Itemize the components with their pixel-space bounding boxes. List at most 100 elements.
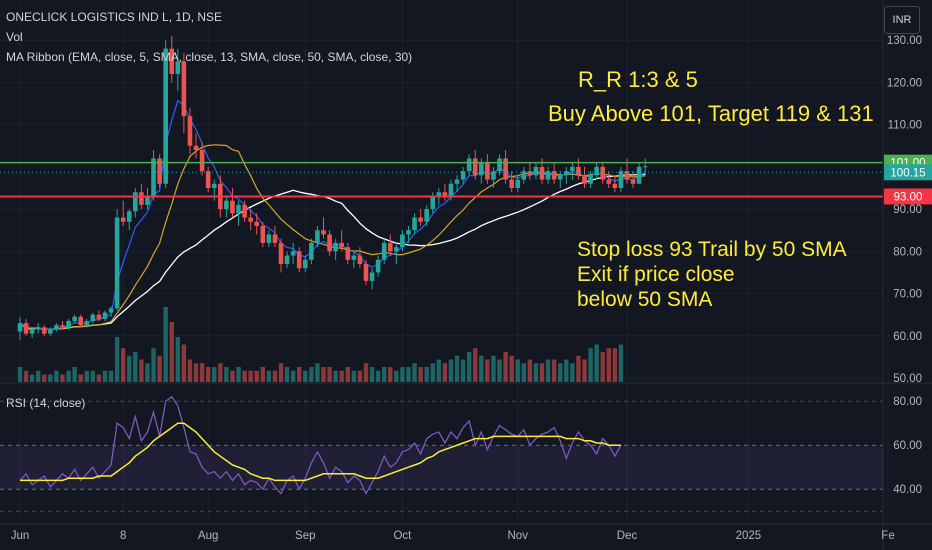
candle-body bbox=[120, 217, 126, 222]
volume-bar bbox=[618, 344, 624, 382]
candle-body bbox=[606, 179, 612, 184]
candle-body bbox=[400, 234, 405, 248]
volume-bar bbox=[612, 348, 618, 382]
volume-bar bbox=[260, 367, 265, 382]
candle-body bbox=[175, 61, 181, 74]
candle-body bbox=[357, 255, 363, 264]
candle-body bbox=[630, 179, 636, 184]
candle-body bbox=[466, 158, 472, 172]
candle-body bbox=[594, 166, 599, 176]
candle-body bbox=[600, 166, 606, 180]
vol-legend[interactable]: Vol bbox=[6, 30, 23, 44]
volume-bar bbox=[199, 363, 205, 382]
candle-body bbox=[454, 179, 460, 184]
x-tick-label: Jun bbox=[11, 530, 30, 542]
rr-annotation: R_R 1:3 & 5 bbox=[578, 67, 698, 92]
candle-body bbox=[588, 175, 593, 184]
candle-body bbox=[369, 272, 375, 281]
volume-bar bbox=[36, 370, 41, 382]
candle-body bbox=[151, 158, 156, 197]
candle-body bbox=[339, 242, 345, 248]
volume-bar bbox=[181, 344, 187, 382]
rsi-legend[interactable]: RSI (14, close) bbox=[6, 396, 86, 410]
symbol-title[interactable]: ONECLICK LOGISTICS IND L, 1D, NSE bbox=[6, 10, 223, 24]
candle-body bbox=[442, 192, 448, 197]
volume-bar bbox=[448, 359, 454, 382]
rsi-ma-line bbox=[20, 422, 621, 482]
x-tick-label: Fe bbox=[881, 530, 894, 542]
candle-body bbox=[224, 200, 229, 210]
volume-bar bbox=[606, 348, 611, 382]
volume-bar bbox=[369, 367, 375, 382]
candle-body bbox=[612, 183, 618, 188]
rsi-band-lines bbox=[0, 400, 883, 512]
volume-bar bbox=[242, 370, 247, 382]
candle-body bbox=[381, 242, 387, 260]
volume-bar bbox=[230, 370, 235, 382]
candle-body bbox=[321, 230, 326, 235]
candle-body bbox=[309, 242, 314, 260]
y-tick-label: 110.00 bbox=[888, 120, 922, 132]
rsi-tick-label: 60.00 bbox=[893, 440, 922, 452]
volume-bar bbox=[205, 367, 211, 382]
volume-bar bbox=[193, 363, 199, 382]
volume-bar bbox=[297, 367, 302, 382]
candle-body bbox=[23, 323, 29, 334]
y-tick-label: 60.00 bbox=[893, 331, 922, 343]
candle-body bbox=[315, 230, 320, 243]
candle-body bbox=[557, 175, 563, 180]
candle-body bbox=[102, 312, 108, 319]
volume-bar bbox=[406, 367, 411, 382]
volume-bar bbox=[139, 359, 144, 382]
volume-bar bbox=[400, 367, 405, 382]
candle-body bbox=[139, 192, 144, 205]
candle-body bbox=[108, 308, 114, 313]
candle-body bbox=[582, 175, 587, 184]
volume-bar bbox=[551, 359, 557, 382]
volume-bar bbox=[290, 370, 296, 382]
volume-bar bbox=[133, 352, 138, 382]
volume-bar bbox=[527, 359, 533, 382]
candle-body bbox=[242, 204, 247, 218]
candle-body bbox=[333, 242, 338, 252]
candle-body bbox=[412, 217, 417, 231]
x-tick-label: Nov bbox=[508, 530, 529, 542]
volume-bar bbox=[266, 370, 272, 382]
volume-bar bbox=[48, 374, 53, 382]
volume-bar bbox=[576, 355, 581, 382]
candle-body bbox=[472, 158, 478, 176]
candle-body bbox=[539, 166, 545, 180]
volume-bar bbox=[351, 370, 357, 382]
candle-body bbox=[363, 264, 369, 281]
volume-bar bbox=[278, 363, 284, 382]
candle-body bbox=[570, 166, 575, 172]
volume-bar bbox=[17, 367, 23, 382]
ma-ribbon bbox=[19, 99, 646, 331]
currency-button[interactable]: INR bbox=[884, 6, 920, 34]
candle-body bbox=[418, 217, 423, 222]
volume-bar bbox=[78, 374, 83, 382]
candle-body bbox=[618, 171, 624, 188]
candle-body bbox=[84, 321, 90, 326]
candle-body bbox=[126, 211, 132, 222]
stop-annotation: Stop loss 93 Trail by 50 SMA Exit if pri… bbox=[577, 238, 847, 312]
candle-body bbox=[248, 217, 253, 222]
volume-bar bbox=[570, 363, 575, 382]
candle-body bbox=[491, 171, 496, 180]
volume-bar bbox=[600, 352, 605, 382]
rsi-tick-label: 40.00 bbox=[893, 484, 922, 496]
candle-body bbox=[564, 171, 569, 176]
volume-bar bbox=[321, 367, 326, 382]
volume-bar bbox=[42, 374, 47, 382]
volume-bar bbox=[151, 348, 156, 382]
volume-bar bbox=[412, 363, 417, 382]
ma-ribbon-legend[interactable]: MA Ribbon (EMA, close, 5, SMA, close, 13… bbox=[6, 50, 413, 64]
candle-body bbox=[66, 321, 71, 328]
candle-body bbox=[78, 316, 83, 326]
volume-bar bbox=[485, 359, 490, 382]
volume-bar bbox=[497, 359, 502, 382]
volume-bar bbox=[248, 370, 253, 382]
volume-bar bbox=[388, 367, 393, 382]
